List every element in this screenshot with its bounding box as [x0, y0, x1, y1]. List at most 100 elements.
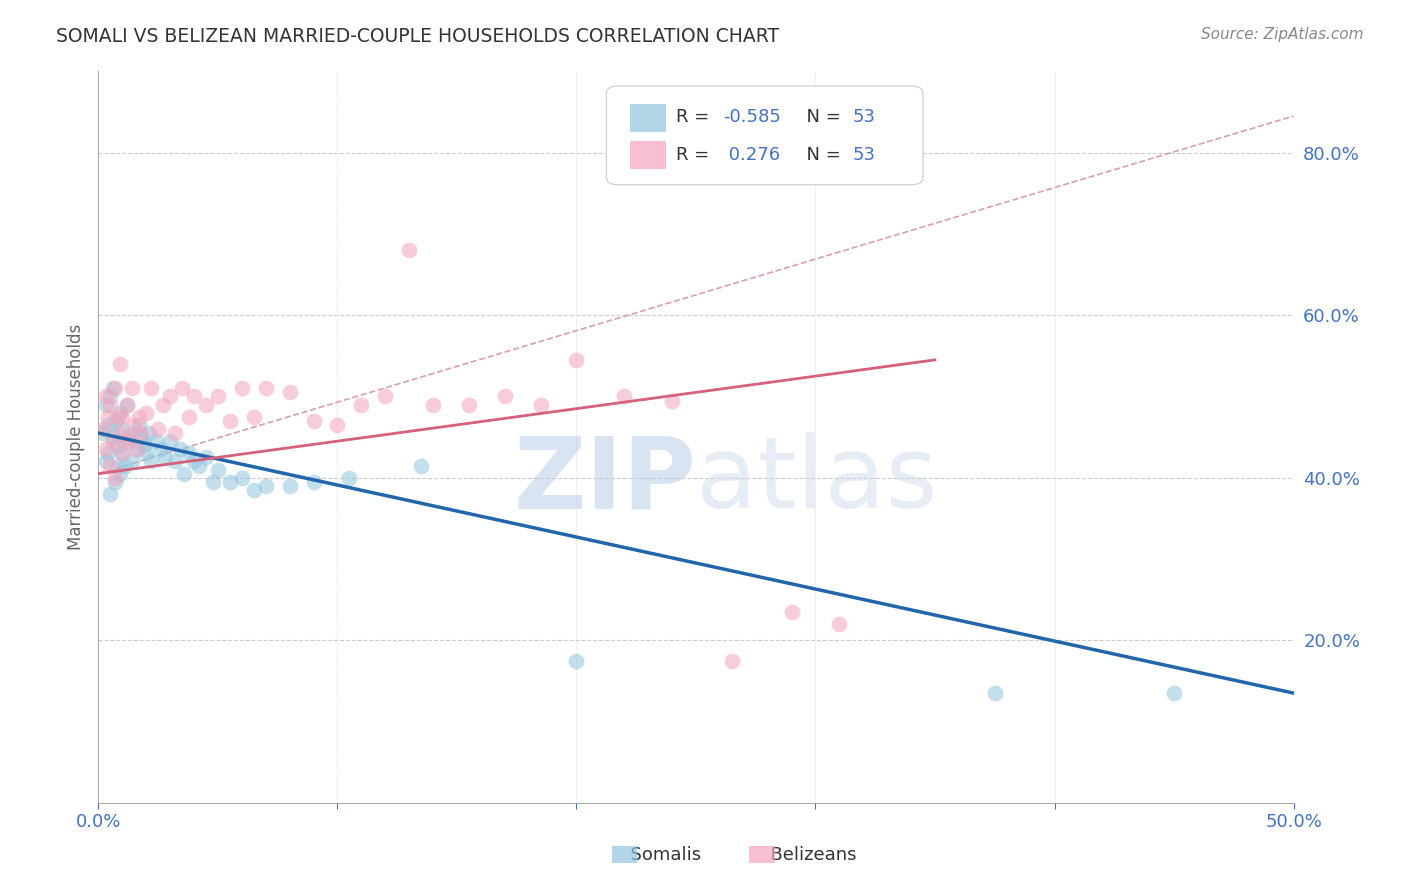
Text: R =: R = — [676, 145, 714, 164]
Point — [108, 406, 131, 420]
Point — [125, 442, 148, 457]
Point — [111, 446, 134, 460]
Point — [411, 458, 433, 473]
Text: SOMALI VS BELIZEAN MARRIED-COUPLE HOUSEHOLDS CORRELATION CHART: SOMALI VS BELIZEAN MARRIED-COUPLE HOUSEH… — [56, 27, 779, 45]
Point — [114, 434, 136, 449]
Point — [661, 393, 683, 408]
Point — [108, 357, 131, 371]
Point — [111, 422, 134, 436]
Point — [219, 475, 242, 489]
Point — [121, 381, 143, 395]
Bar — [749, 846, 775, 863]
Point — [721, 654, 744, 668]
Point — [131, 430, 153, 444]
Point — [115, 398, 138, 412]
Point — [780, 605, 803, 619]
Point — [98, 389, 122, 403]
Point — [565, 654, 588, 668]
Bar — [630, 104, 666, 132]
Point — [530, 398, 553, 412]
Point — [121, 454, 143, 468]
Point — [115, 398, 138, 412]
Point — [148, 422, 170, 436]
Point — [159, 434, 181, 449]
Point — [97, 446, 120, 460]
Text: Belizeans: Belizeans — [759, 846, 856, 863]
Point — [398, 243, 420, 257]
Point — [163, 454, 186, 468]
Point — [139, 381, 162, 395]
FancyBboxPatch shape — [606, 86, 922, 185]
Point — [111, 409, 134, 424]
Text: 0.276: 0.276 — [724, 145, 780, 164]
Point — [107, 409, 129, 424]
Point — [207, 462, 229, 476]
Point — [169, 442, 191, 457]
Point — [104, 475, 127, 489]
Bar — [630, 141, 666, 169]
Point — [98, 458, 122, 473]
Point — [207, 389, 229, 403]
Point — [135, 406, 157, 420]
Point — [114, 458, 136, 473]
Point — [374, 389, 396, 403]
Point — [195, 398, 218, 412]
Point — [98, 487, 122, 501]
Text: ZIP: ZIP — [513, 433, 696, 530]
Point — [94, 442, 117, 457]
Text: -0.585: -0.585 — [724, 108, 782, 126]
Point — [118, 430, 141, 444]
Point — [94, 389, 117, 403]
Point — [131, 425, 153, 440]
Point — [125, 442, 148, 457]
Point — [104, 414, 127, 428]
Text: 53: 53 — [852, 108, 876, 126]
Point — [458, 398, 481, 412]
Point — [613, 389, 636, 403]
Point — [101, 434, 124, 449]
Point — [243, 409, 266, 424]
Text: Source: ZipAtlas.com: Source: ZipAtlas.com — [1201, 27, 1364, 42]
Point — [98, 398, 122, 412]
Point — [107, 458, 129, 473]
Point — [173, 467, 195, 481]
Text: N =: N = — [796, 145, 846, 164]
Point — [128, 409, 150, 424]
Point — [97, 409, 120, 424]
Point — [254, 479, 277, 493]
Point — [108, 425, 131, 440]
Point — [91, 422, 114, 436]
Point — [422, 398, 444, 412]
Point — [254, 381, 277, 395]
Point — [302, 475, 325, 489]
Point — [97, 417, 120, 432]
Point — [302, 414, 325, 428]
Point — [183, 389, 205, 403]
Point — [108, 467, 131, 481]
Point — [149, 442, 172, 457]
Text: atlas: atlas — [696, 433, 938, 530]
Point — [187, 458, 209, 473]
Text: Somalis: Somalis — [619, 846, 700, 863]
Point — [94, 454, 117, 468]
Point — [172, 381, 194, 395]
Text: 53: 53 — [852, 145, 876, 164]
Point — [104, 381, 127, 395]
Point — [1163, 686, 1185, 700]
Point — [94, 398, 117, 412]
Point — [104, 471, 127, 485]
Point — [111, 446, 134, 460]
Point — [202, 475, 225, 489]
Point — [139, 454, 162, 468]
Point — [152, 398, 174, 412]
Bar — [612, 846, 637, 863]
Point — [195, 450, 218, 465]
Text: N =: N = — [796, 108, 846, 126]
Point — [231, 381, 253, 395]
Point — [124, 417, 146, 432]
Point — [118, 434, 141, 449]
Point — [107, 438, 129, 452]
Point — [339, 471, 361, 485]
Point — [326, 417, 349, 432]
Point — [828, 617, 851, 632]
